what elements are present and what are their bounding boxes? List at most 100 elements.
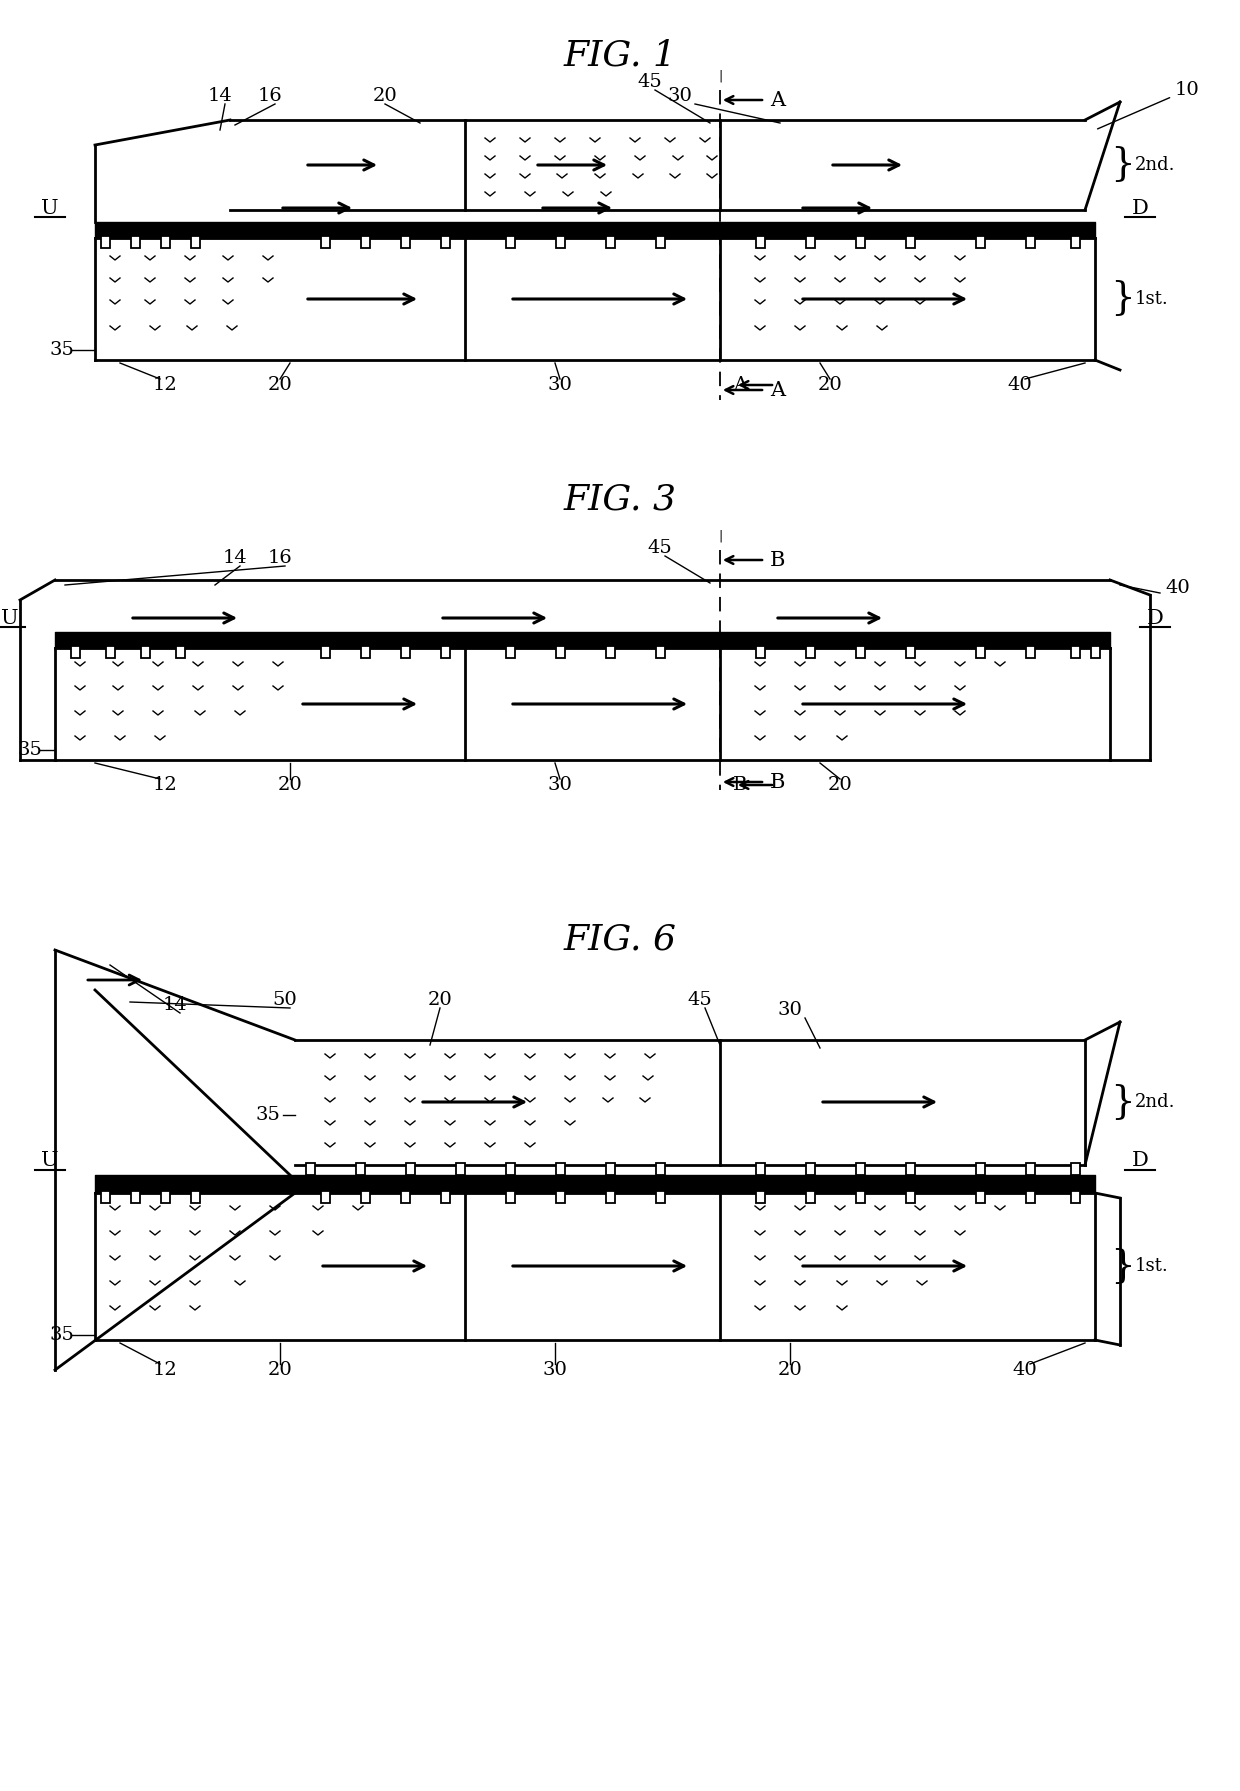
Text: 40: 40 [1166, 578, 1189, 596]
Text: 35: 35 [255, 1107, 280, 1125]
Bar [976, 1162, 985, 1175]
Bar [401, 236, 410, 247]
Text: D: D [1147, 609, 1163, 627]
Bar [131, 236, 140, 247]
Text: }: } [1110, 281, 1135, 317]
Bar [906, 1191, 915, 1204]
Bar [1071, 1191, 1080, 1204]
Text: 35: 35 [17, 741, 42, 759]
Bar [976, 647, 985, 657]
Text: 20: 20 [373, 88, 397, 106]
Bar [306, 1162, 315, 1175]
Bar [361, 236, 370, 247]
Text: 1st.: 1st. [1135, 290, 1169, 308]
Text: 20: 20 [268, 1361, 293, 1379]
Bar [1025, 1191, 1035, 1204]
Bar [756, 1191, 765, 1204]
Text: 12: 12 [153, 776, 177, 793]
Bar [321, 647, 330, 657]
Bar [401, 647, 410, 657]
Bar [606, 1191, 615, 1204]
Text: 40: 40 [1008, 376, 1033, 394]
Text: |: | [718, 70, 722, 82]
Text: B: B [770, 550, 785, 570]
Text: A: A [770, 380, 785, 399]
Bar [806, 1162, 815, 1175]
Bar [1025, 647, 1035, 657]
Bar [100, 236, 110, 247]
Bar [606, 1162, 615, 1175]
Bar [556, 1191, 565, 1204]
Text: 2nd.: 2nd. [1135, 156, 1176, 174]
Text: }: } [1110, 1248, 1135, 1284]
Text: FIG. 6: FIG. 6 [563, 922, 677, 956]
Bar [401, 1191, 410, 1204]
Text: A: A [733, 376, 746, 394]
Text: 50: 50 [273, 990, 298, 1008]
Bar [131, 1191, 140, 1204]
Bar [976, 236, 985, 247]
Text: 45: 45 [647, 539, 672, 557]
Text: 35: 35 [50, 1325, 74, 1343]
Bar [1025, 236, 1035, 247]
Bar [656, 1162, 665, 1175]
Bar [906, 647, 915, 657]
Bar [856, 647, 866, 657]
Bar [191, 236, 200, 247]
Text: }: } [1110, 147, 1135, 183]
Bar [556, 647, 565, 657]
Bar [441, 236, 450, 247]
Bar [1091, 647, 1100, 657]
Bar [176, 647, 185, 657]
Bar [71, 647, 81, 657]
Bar [756, 236, 765, 247]
Bar [906, 1162, 915, 1175]
Text: D: D [1132, 1152, 1148, 1171]
Bar [556, 236, 565, 247]
Bar [191, 1191, 200, 1204]
Text: 12: 12 [153, 1361, 177, 1379]
Bar [161, 236, 170, 247]
Bar [856, 1191, 866, 1204]
Bar [100, 1191, 110, 1204]
Bar [456, 1162, 465, 1175]
Bar [806, 647, 815, 657]
Text: 1st.: 1st. [1135, 1257, 1169, 1275]
Text: 30: 30 [543, 1361, 568, 1379]
Bar [906, 236, 915, 247]
Text: 30: 30 [548, 776, 573, 793]
Text: 20: 20 [278, 776, 303, 793]
Bar [856, 1162, 866, 1175]
Text: 45: 45 [688, 990, 712, 1008]
Text: 20: 20 [268, 376, 293, 394]
Text: 30: 30 [667, 88, 692, 106]
Text: 16: 16 [258, 88, 283, 106]
Bar [1025, 1162, 1035, 1175]
Bar [356, 1162, 365, 1175]
Text: U: U [41, 199, 58, 217]
Text: 20: 20 [777, 1361, 802, 1379]
Text: A: A [770, 91, 785, 109]
Text: B: B [770, 772, 785, 792]
Bar [656, 236, 665, 247]
Bar [656, 647, 665, 657]
Bar [1071, 1162, 1080, 1175]
Text: D: D [1132, 199, 1148, 217]
Text: FIG. 1: FIG. 1 [563, 38, 677, 72]
Bar [361, 1191, 370, 1204]
Bar [361, 647, 370, 657]
Bar [506, 236, 515, 247]
Text: |: | [718, 528, 722, 543]
Text: 20: 20 [817, 376, 842, 394]
Text: 40: 40 [1013, 1361, 1038, 1379]
Text: 30: 30 [548, 376, 573, 394]
Bar [441, 1191, 450, 1204]
Bar [556, 1162, 565, 1175]
Bar [506, 647, 515, 657]
Bar [606, 236, 615, 247]
Text: 20: 20 [827, 776, 852, 793]
Bar [405, 1162, 415, 1175]
Text: 16: 16 [268, 550, 293, 568]
Bar [1071, 236, 1080, 247]
Text: B: B [733, 776, 748, 793]
